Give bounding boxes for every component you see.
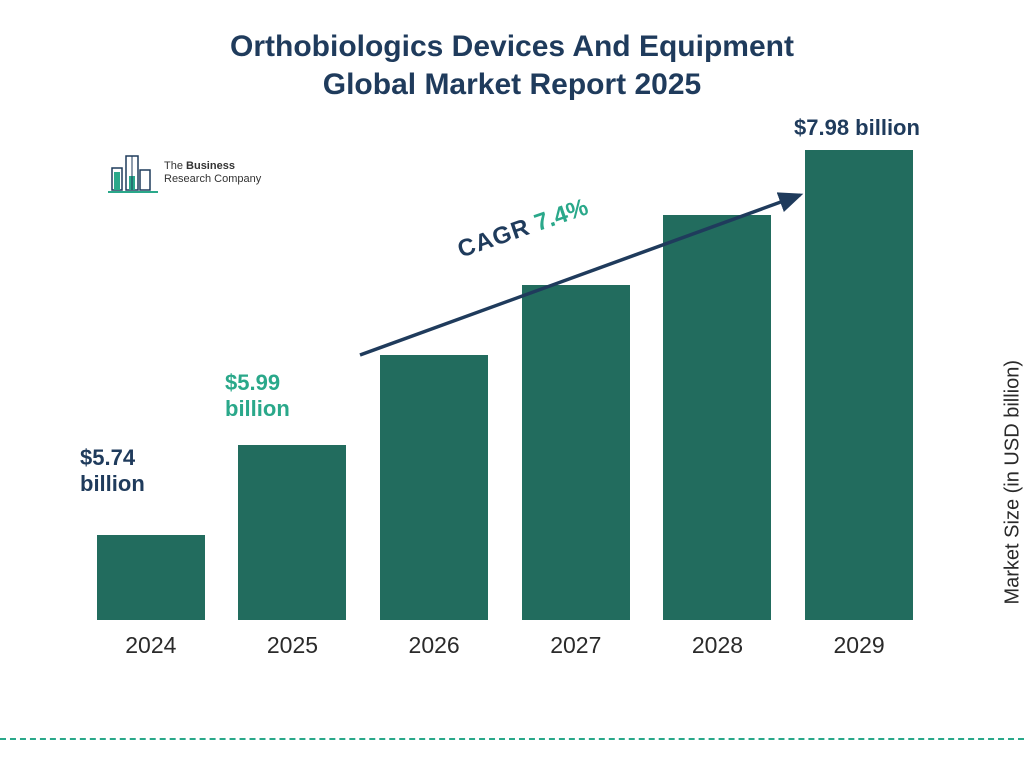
bar-wrap [232,445,352,620]
value-label-2029: $7.98 billion [794,115,920,141]
x-label: 2026 [374,624,494,659]
x-label: 2028 [657,624,777,659]
bar-2026 [380,355,488,620]
value-label-2024: $5.74 billion [80,445,145,498]
title-line-2: Global Market Report 2025 [323,68,701,101]
x-label: 2029 [799,624,919,659]
bar-2029 [805,150,913,620]
chart-title: Orthobiologics Devices And Equipment Glo… [0,0,1024,103]
x-label: 2024 [91,624,211,659]
footer-dashed-line [0,738,1024,740]
value-label-2025: $5.99 billion [225,370,290,423]
bar-wrap [374,355,494,620]
bar-2025 [238,445,346,620]
bar-2024 [97,535,205,620]
x-label: 2025 [232,624,352,659]
bar-wrap [91,535,211,620]
growth-arrow [340,150,820,380]
x-label: 2027 [516,624,636,659]
y-axis-label: Market Size (in USD billion) [1002,360,1024,605]
x-axis-labels: 2024 2025 2026 2027 2028 2029 [80,624,930,670]
title-line-1: Orthobiologics Devices And Equipment [230,30,794,63]
